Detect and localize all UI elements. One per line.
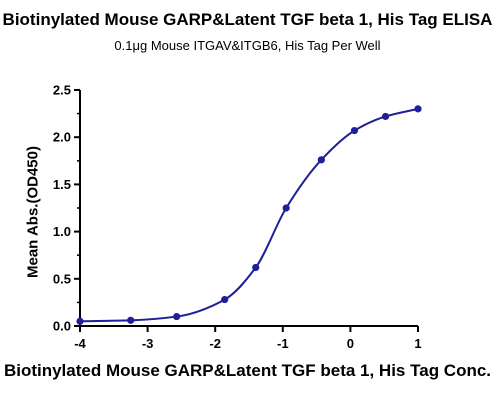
chart-subtitle: 0.1μg Mouse ITGAV&ITGB6, His Tag Per Wel… <box>114 38 381 53</box>
x-tick-label: 0 <box>347 336 354 351</box>
y-tick-label: 2.0 <box>53 130 71 145</box>
chart-title: Biotinylated Mouse GARP&Latent TGF beta … <box>2 10 493 29</box>
data-point <box>173 312 181 321</box>
y-tick-label: 0.0 <box>53 319 71 334</box>
data-point <box>350 126 359 135</box>
series-line <box>79 107 419 323</box>
data-point <box>252 263 260 272</box>
y-tick-label: 0.5 <box>53 271 71 286</box>
x-tick-label: -4 <box>74 336 86 351</box>
y-tick-label: 2.5 <box>53 83 71 98</box>
x-tick-label: -1 <box>277 336 289 351</box>
y-tick-label: 1.5 <box>53 177 71 192</box>
x-axis-label: Biotinylated Mouse GARP&Latent TGF beta … <box>3 361 492 380</box>
data-point <box>76 317 84 325</box>
data-point <box>282 204 290 212</box>
x-tick-label: -3 <box>142 336 154 351</box>
y-tick-label: 1.0 <box>53 224 71 239</box>
x-tick-label: 1 <box>414 336 421 351</box>
data-point <box>414 105 422 113</box>
data-point <box>221 295 229 304</box>
data-point <box>317 156 325 164</box>
x-tick-label: -2 <box>209 336 221 351</box>
data-point <box>127 316 135 324</box>
data-point <box>381 112 390 121</box>
